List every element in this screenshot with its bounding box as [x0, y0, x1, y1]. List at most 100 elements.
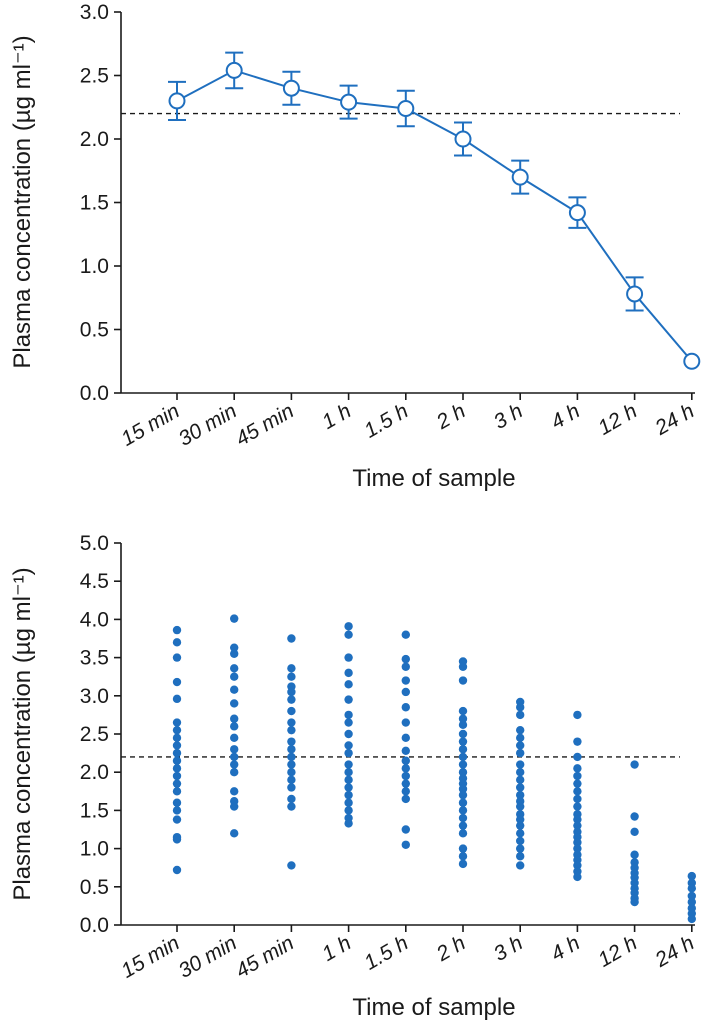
scatter-point	[230, 672, 239, 681]
scatter-point	[516, 815, 525, 824]
scatter-point	[344, 729, 353, 739]
scatter-point	[573, 779, 582, 788]
data-point-marker	[340, 93, 358, 111]
scatter-point	[344, 741, 353, 750]
scatter-point	[344, 668, 353, 678]
line-chart-x-tick-label: 1 h	[318, 399, 355, 434]
dot-plot-x-tick-label: 24 h	[651, 931, 699, 972]
scatter-point	[344, 622, 353, 631]
scatter-point	[573, 821, 582, 830]
scatter-point	[287, 687, 296, 697]
line-chart-y-tick-label: 2.5	[80, 65, 109, 88]
scatter-point	[516, 790, 525, 800]
scatter-point	[287, 745, 296, 754]
scatter-point	[516, 844, 525, 853]
scatter-point	[172, 815, 182, 824]
line-chart-y-tick-label: 0.0	[80, 382, 109, 405]
scatter-point	[401, 718, 410, 727]
line-chart-series	[168, 51, 701, 370]
scatter-point	[172, 779, 182, 788]
scatter-point	[458, 813, 468, 823]
scatter-point	[401, 794, 410, 804]
dot-plot-x-tick-label: 3 h	[490, 931, 527, 966]
scatter-point	[344, 653, 353, 662]
dot-plot-x-tick-label: 15 min	[117, 931, 183, 982]
scatter-point	[630, 827, 639, 836]
scatter-point	[573, 752, 582, 762]
scatter-point	[230, 733, 239, 743]
scatter-point	[458, 844, 468, 853]
scatter-point	[573, 737, 582, 746]
scatter-point	[401, 771, 410, 781]
scatter-point	[230, 802, 239, 811]
scatter-point	[516, 783, 525, 792]
line-chart-x-axis-title: Time of sample	[352, 465, 515, 492]
scatter-point	[344, 748, 353, 758]
scatter-point	[172, 771, 182, 781]
scatter-point	[344, 695, 353, 704]
scatter-point	[287, 737, 296, 746]
data-point-marker	[568, 204, 586, 222]
scatter-point	[287, 794, 296, 804]
scatter-point	[344, 819, 353, 828]
scatter-point	[287, 672, 296, 681]
scatter-point	[516, 836, 525, 846]
scatter-point	[344, 768, 353, 777]
data-point-marker	[454, 130, 472, 148]
scatter-point	[630, 897, 639, 907]
scatter-point	[458, 829, 468, 838]
scatter-point	[401, 662, 410, 671]
scatter-point	[344, 806, 353, 815]
data-point-marker	[511, 168, 529, 186]
dot-plot-x-tick-label: 1 h	[318, 931, 355, 966]
scatter-point	[401, 764, 410, 773]
line-chart-x-tick-label: 12 h	[594, 399, 641, 439]
scatter-point	[573, 787, 582, 796]
scatter-point	[458, 784, 468, 794]
line-chart-y-tick-label: 2.0	[80, 128, 109, 151]
scatter-point	[687, 897, 696, 907]
scatter-point	[287, 775, 296, 785]
line-chart-x-tick-label: 1.5 h	[360, 399, 412, 442]
scatter-point	[172, 733, 182, 743]
line-chart-x-tick-label: 3 h	[490, 399, 527, 434]
scatter-point	[287, 768, 296, 777]
scatter-point	[344, 760, 353, 769]
scatter-point	[516, 748, 525, 758]
line-chart-x-tick-label: 4 h	[547, 399, 584, 434]
scatter-point	[516, 775, 525, 785]
scatter-point	[401, 630, 410, 639]
scatter-point	[172, 806, 182, 815]
dot-plot-x-tick-label: 1.5 h	[360, 931, 412, 974]
scatter-point	[458, 714, 468, 723]
dot-plot-x-tick-label: 30 min	[175, 931, 241, 982]
scatter-point	[630, 850, 639, 859]
scatter-point	[287, 695, 296, 704]
scatter-point	[458, 760, 468, 769]
scatter-point	[287, 760, 296, 769]
dot-plot-x-axis-title: Time of sample	[352, 994, 515, 1021]
scatter-point	[230, 643, 239, 652]
scatter-point	[401, 687, 410, 697]
scatter-point	[401, 825, 410, 834]
scatter-point	[401, 733, 410, 743]
scatter-point	[172, 787, 182, 796]
scatter-point	[516, 710, 525, 720]
scatter-point	[230, 829, 239, 838]
scatter-point	[458, 806, 468, 815]
line-chart-y-tick-label: 0.5	[80, 319, 109, 342]
scatter-point	[516, 861, 525, 870]
scatter-point	[458, 821, 468, 830]
scatter-point	[230, 760, 239, 769]
scatter-point	[287, 861, 296, 870]
line-chart-y-axis-title: Plasma concentration (µg ml⁻¹)	[9, 35, 36, 368]
scatter-point	[172, 865, 182, 875]
scatter-point	[458, 768, 468, 777]
line-chart-x-tick-label: 30 min	[175, 399, 241, 450]
scatter-point	[516, 852, 525, 861]
line-chart-y-ticks: 0.0 0.5 1.0 1.5 2.0 2.5 3.0	[80, 1, 121, 405]
scatter-point	[516, 741, 525, 750]
scatter-point	[516, 703, 525, 712]
scatter-point	[458, 859, 468, 869]
